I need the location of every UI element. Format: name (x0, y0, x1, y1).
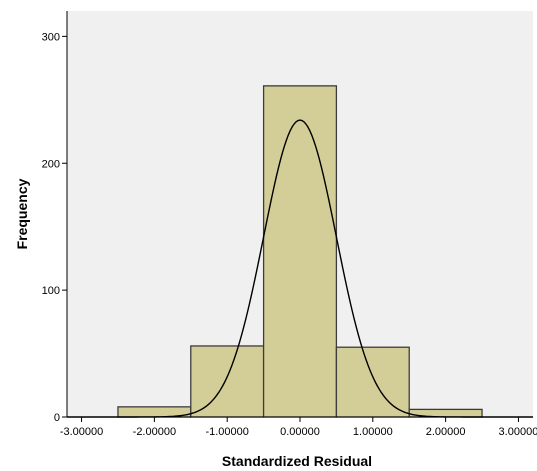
x-tick-label: 2.00000 (426, 426, 466, 438)
x-axis-title: Standardized Residual (222, 453, 372, 469)
x-tick-label: -1.00000 (205, 426, 248, 438)
y-axis-title: Frequency (14, 178, 30, 249)
histogram-bar-3 (262, 85, 338, 418)
x-tick-label: -3.00000 (60, 426, 103, 438)
x-tick-label: 0.00000 (280, 426, 320, 438)
x-tick-label: 1.00000 (353, 426, 393, 438)
histogram-bar-2 (190, 345, 265, 418)
y-tick-label: 200 (42, 158, 60, 170)
x-tick-label: -2.00000 (133, 426, 176, 438)
bars-layer (117, 85, 483, 418)
y-tick-label: 0 (54, 412, 60, 424)
axes-layer: 0 100 200 300 -3.00000 -2.00000 -1.00000 0.0000… (42, 11, 537, 438)
x-tick-label: 3.00000 (499, 426, 537, 438)
y-tick-label: 100 (42, 285, 60, 297)
histogram-bar-4 (335, 346, 410, 418)
y-tick-label: 300 (42, 31, 60, 43)
